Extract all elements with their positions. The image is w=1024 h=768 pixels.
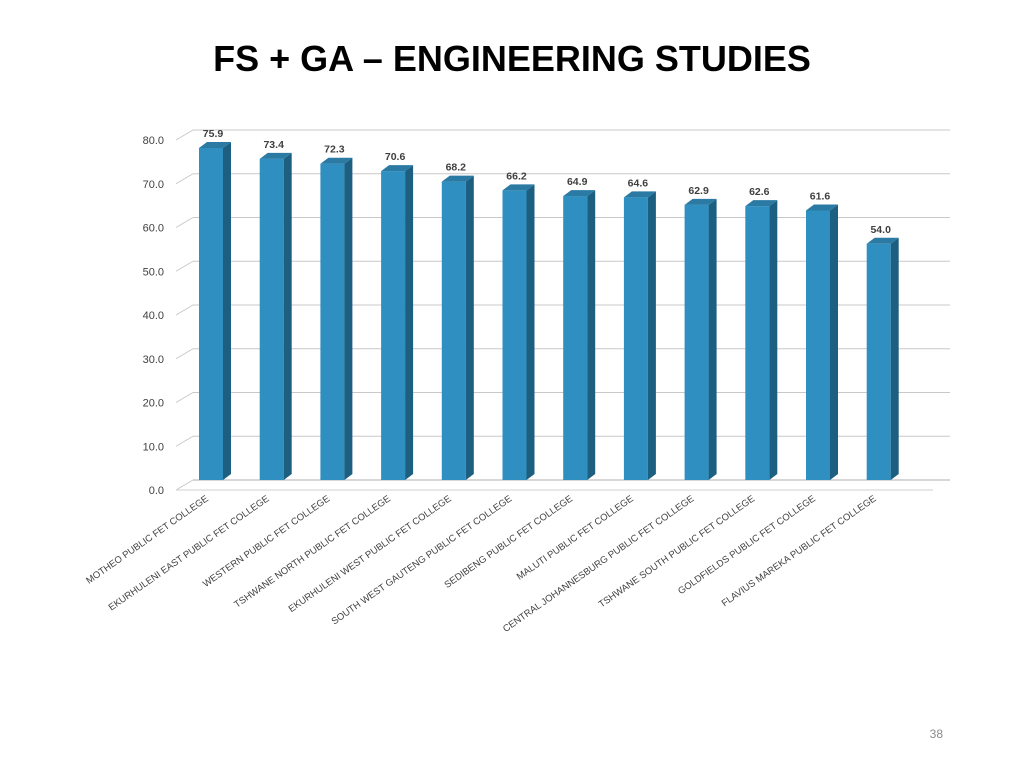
data-labels: 75.9 73.4 72.3 70.6 68.2 66.2 64.9 64.6 62.9 62.6… — [203, 128, 891, 236]
gridline-depth — [175, 304, 194, 316]
y-tick-label: 20.0 — [143, 398, 164, 410]
bar-top — [381, 165, 414, 172]
bar — [684, 204, 709, 480]
y-tick-label: 10.0 — [143, 441, 164, 453]
y-tick-label: 50.0 — [143, 266, 164, 278]
data-label: 61.6 — [810, 191, 831, 203]
gridline-depth — [175, 217, 194, 228]
category-label: MALUTI PUBLIC FET COLLEGE — [515, 493, 636, 582]
y-tick-label: 0.0 — [149, 485, 164, 497]
bar — [502, 190, 527, 480]
data-label: 70.6 — [385, 151, 406, 163]
bar-top — [866, 237, 899, 244]
gridline-depth — [175, 260, 194, 272]
gridline-depth — [175, 348, 194, 360]
bar — [745, 206, 770, 480]
data-label: 66.2 — [506, 170, 527, 182]
bar-side — [769, 200, 778, 480]
bar-side — [587, 190, 596, 480]
bar-side — [465, 175, 474, 480]
bar-top — [259, 152, 292, 159]
slide-title: FS + GA – ENGINEERING STUDIES — [213, 38, 811, 79]
gridline-depth — [175, 129, 194, 141]
data-label: 72.3 — [324, 144, 345, 156]
bar-side — [344, 157, 353, 480]
gridline-depth — [175, 435, 194, 447]
bar-side — [647, 191, 656, 480]
data-label: 68.2 — [446, 162, 467, 174]
bar — [806, 210, 830, 480]
data-label: 62.9 — [688, 185, 709, 197]
category-label: MOTHEO PUBLIC FET COLLEGE — [84, 493, 210, 586]
bar-side — [405, 165, 414, 480]
gridline-depth — [175, 479, 194, 491]
bar-top — [684, 198, 717, 205]
data-label: 62.6 — [749, 186, 770, 198]
bar-top — [441, 175, 474, 182]
bar-side — [830, 204, 838, 480]
page-number: 38 — [929, 727, 943, 741]
y-tick-label: 40.0 — [143, 310, 164, 322]
y-tick-label: 70.0 — [143, 179, 164, 191]
bar-top — [502, 184, 535, 191]
data-label: 75.9 — [203, 128, 224, 140]
bar-top — [745, 200, 778, 207]
bar-top — [563, 190, 596, 197]
bar-side — [526, 184, 535, 480]
y-tick-label: 60.0 — [143, 223, 164, 235]
bar-side — [708, 198, 717, 480]
bar — [563, 196, 588, 480]
gridline-depth — [175, 392, 194, 403]
category-label: SEDIBENG PUBLIC FET COLLEGE — [442, 493, 574, 590]
data-label: 64.6 — [628, 177, 649, 189]
bar — [381, 171, 406, 480]
data-label: 73.4 — [263, 139, 284, 151]
data-label: 54.0 — [870, 224, 891, 236]
category-label: WESTERN PUBLIC FET COLLEGE — [201, 493, 332, 589]
bar-side — [223, 141, 231, 480]
bar-top — [320, 157, 353, 164]
data-label: 64.9 — [567, 176, 588, 188]
bar — [320, 163, 345, 480]
bars — [199, 141, 899, 480]
bar — [199, 147, 223, 480]
y-tick-label: 30.0 — [143, 354, 164, 366]
y-axis-tick-labels: 0.0 10.0 20.0 30.0 40.0 50.0 60.0 70.0 80.0 — [143, 135, 164, 497]
bar-top — [623, 191, 656, 198]
bar — [259, 158, 284, 480]
bar — [623, 197, 648, 480]
bar-top — [806, 204, 838, 211]
bar — [441, 181, 466, 480]
y-tick-label: 80.0 — [143, 135, 164, 147]
bar — [866, 243, 891, 480]
bar-side — [890, 237, 899, 480]
gridline-depth — [175, 173, 194, 185]
bar-side — [283, 152, 292, 480]
bar-top — [199, 141, 231, 148]
